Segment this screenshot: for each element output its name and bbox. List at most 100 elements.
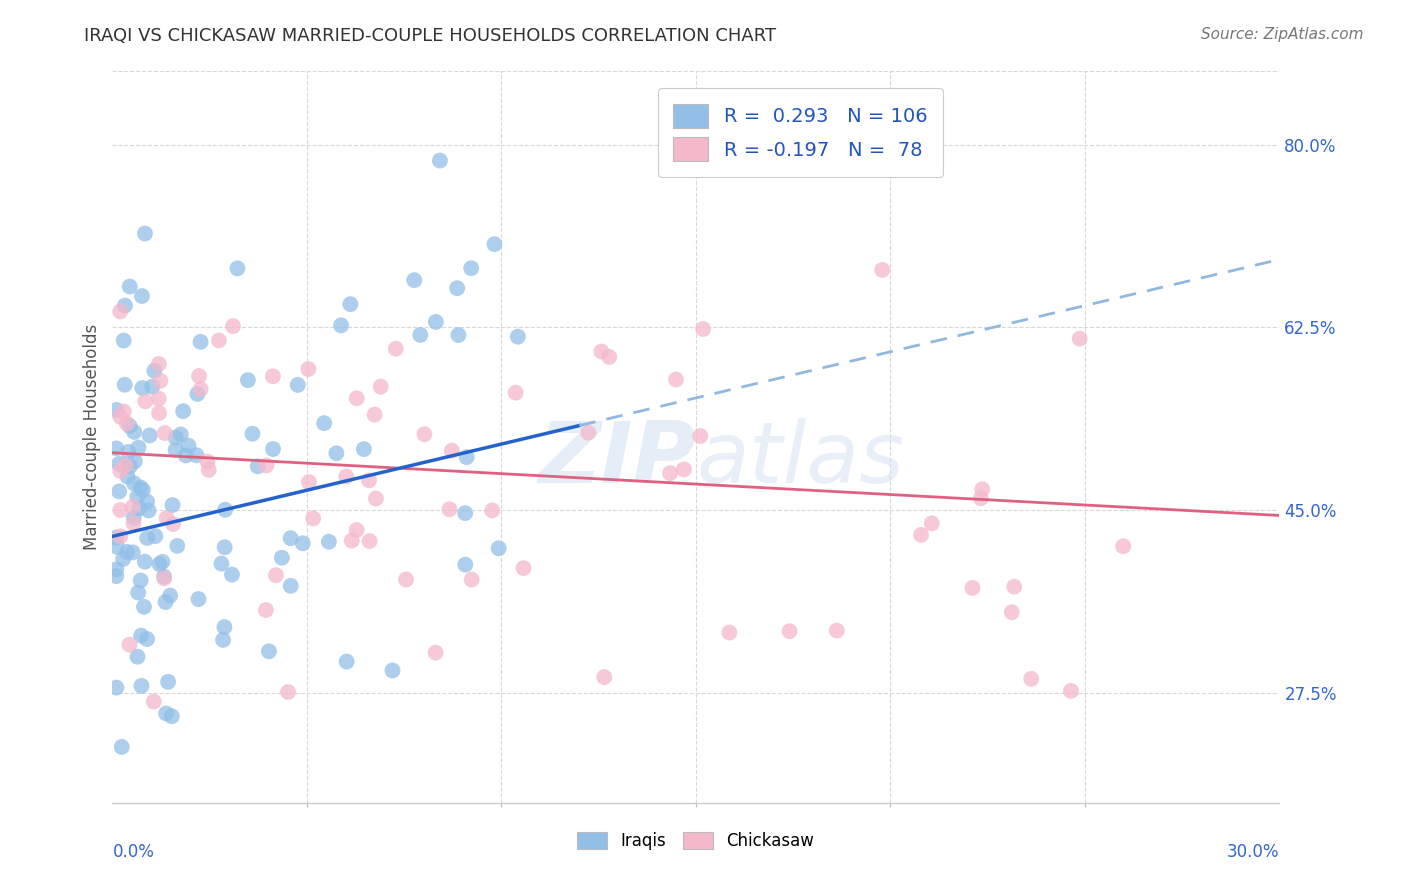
- Point: [129, 481, 152, 495]
- Point: [921, 516, 943, 531]
- Point: [122, 476, 145, 491]
- Point: [718, 625, 741, 640]
- Point: [222, 319, 245, 334]
- Point: [270, 550, 292, 565]
- Point: [325, 446, 347, 460]
- Point: [962, 581, 984, 595]
- Point: [214, 541, 236, 555]
- Point: [257, 644, 280, 658]
- Point: [134, 227, 156, 241]
- Point: [287, 378, 309, 392]
- Point: [165, 443, 187, 458]
- Point: [105, 681, 128, 695]
- Point: [197, 463, 219, 477]
- Point: [336, 655, 359, 669]
- Point: [118, 638, 141, 652]
- Point: [115, 417, 138, 431]
- Point: [124, 454, 146, 468]
- Point: [190, 382, 212, 396]
- Point: [425, 315, 447, 329]
- Text: atlas: atlas: [696, 417, 904, 500]
- Point: [136, 531, 159, 545]
- Point: [246, 459, 269, 474]
- Point: [110, 503, 132, 517]
- Point: [370, 380, 392, 394]
- Point: [439, 502, 461, 516]
- Point: [187, 592, 209, 607]
- Point: [129, 629, 152, 643]
- Point: [186, 387, 208, 401]
- Point: [413, 427, 436, 442]
- Point: [110, 304, 132, 318]
- Point: [825, 624, 848, 638]
- Point: [364, 491, 387, 506]
- Point: [363, 408, 385, 422]
- Point: [659, 466, 682, 480]
- Point: [335, 469, 357, 483]
- Point: [138, 428, 160, 442]
- Point: [197, 455, 219, 469]
- Point: [591, 344, 613, 359]
- Point: [118, 279, 141, 293]
- Point: [484, 237, 506, 252]
- Point: [395, 573, 418, 587]
- Point: [120, 459, 142, 474]
- Point: [689, 429, 711, 443]
- Point: [665, 372, 688, 386]
- Point: [172, 404, 194, 418]
- Point: [208, 334, 231, 348]
- Point: [291, 536, 314, 550]
- Point: [155, 706, 177, 721]
- Point: [409, 328, 432, 343]
- Point: [1069, 332, 1091, 346]
- Point: [136, 494, 159, 508]
- Point: [357, 473, 380, 487]
- Point: [117, 445, 139, 459]
- Point: [280, 531, 302, 545]
- Point: [456, 450, 478, 465]
- Point: [148, 392, 170, 406]
- Point: [174, 449, 197, 463]
- Point: [214, 620, 236, 634]
- Point: [157, 674, 180, 689]
- Point: [131, 289, 153, 303]
- Point: [512, 561, 534, 575]
- Point: [127, 585, 149, 599]
- Point: [153, 571, 176, 585]
- Point: [105, 562, 128, 576]
- Point: [148, 406, 170, 420]
- Text: ZIP: ZIP: [538, 417, 696, 500]
- Point: [143, 364, 166, 378]
- Point: [254, 458, 277, 473]
- Point: [314, 416, 336, 430]
- Point: [131, 381, 153, 395]
- Point: [136, 632, 159, 646]
- Point: [132, 599, 155, 614]
- Point: [330, 318, 353, 333]
- Point: [212, 632, 235, 647]
- Point: [105, 540, 128, 554]
- Point: [1060, 684, 1083, 698]
- Point: [460, 573, 482, 587]
- Point: [162, 516, 184, 531]
- Point: [1019, 672, 1042, 686]
- Point: [111, 739, 134, 754]
- Point: [226, 261, 249, 276]
- Point: [114, 377, 136, 392]
- Text: 30.0%: 30.0%: [1227, 843, 1279, 861]
- Point: [128, 501, 150, 516]
- Point: [346, 523, 368, 537]
- Point: [148, 357, 170, 371]
- Point: [672, 462, 695, 476]
- Point: [127, 490, 149, 504]
- Point: [132, 483, 155, 497]
- Point: [105, 531, 128, 545]
- Point: [177, 439, 200, 453]
- Point: [481, 503, 503, 517]
- Point: [779, 624, 801, 639]
- Point: [127, 441, 149, 455]
- Point: [242, 426, 264, 441]
- Point: [429, 153, 451, 168]
- Point: [576, 425, 599, 440]
- Point: [105, 403, 128, 417]
